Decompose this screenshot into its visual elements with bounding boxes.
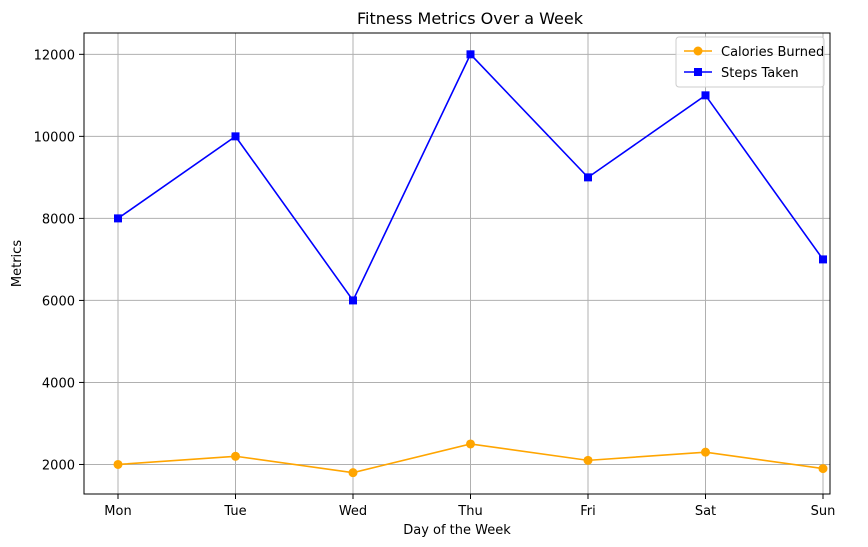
chart-title: Fitness Metrics Over a Week (357, 9, 584, 28)
data-point-steps-taken (114, 214, 122, 223)
data-point-calories-burned (818, 464, 828, 474)
legend-label-calories-burned: Calories Burned (721, 45, 824, 60)
data-point-steps-taken (701, 91, 710, 100)
y-tick-label: 8000 (42, 212, 75, 227)
x-tick-label: Thu (457, 504, 482, 519)
y-axis-label: Metrics (10, 240, 25, 287)
series-group (113, 50, 828, 478)
legend-box (675, 36, 825, 88)
legend: Calories Burned Steps Taken (675, 36, 825, 88)
data-point-steps-taken (584, 173, 592, 182)
y-tick-label: 4000 (42, 376, 75, 391)
y-tick-label: 10000 (34, 130, 75, 145)
x-axis-label: Day of the Week (403, 523, 511, 538)
x-axis-ticks: Mon Tue Wed Thu Fri Sat Sun (104, 494, 835, 519)
data-point-steps-taken (349, 296, 357, 305)
x-tick-label: Sat (695, 504, 716, 519)
legend-label-steps-taken: Steps Taken (721, 66, 799, 81)
y-axis-ticks: 2000 4000 6000 8000 10000 12000 (34, 48, 84, 473)
grid-lines (84, 33, 830, 494)
legend-marker-steps-taken (694, 68, 702, 76)
data-point-calories-burned (113, 459, 123, 469)
data-point-calories-burned (701, 447, 710, 457)
data-point-steps-taken (819, 255, 827, 264)
legend-marker-calories-burned (693, 46, 703, 56)
y-tick-label: 12000 (34, 48, 75, 63)
plot-frame (83, 32, 831, 495)
data-point-steps-taken (231, 132, 240, 141)
x-tick-label: Wed (339, 504, 367, 519)
x-tick-label: Mon (104, 504, 131, 519)
x-tick-label: Fri (580, 504, 596, 519)
data-point-calories-burned (583, 455, 593, 465)
x-tick-label: Tue (223, 504, 246, 519)
y-tick-label: 2000 (42, 458, 75, 473)
data-point-steps-taken (466, 50, 475, 59)
data-point-calories-burned (348, 468, 358, 478)
y-tick-label: 6000 (42, 294, 75, 309)
x-tick-label: Sun (811, 504, 836, 519)
data-point-calories-burned (231, 451, 240, 461)
data-point-calories-burned (466, 439, 475, 449)
